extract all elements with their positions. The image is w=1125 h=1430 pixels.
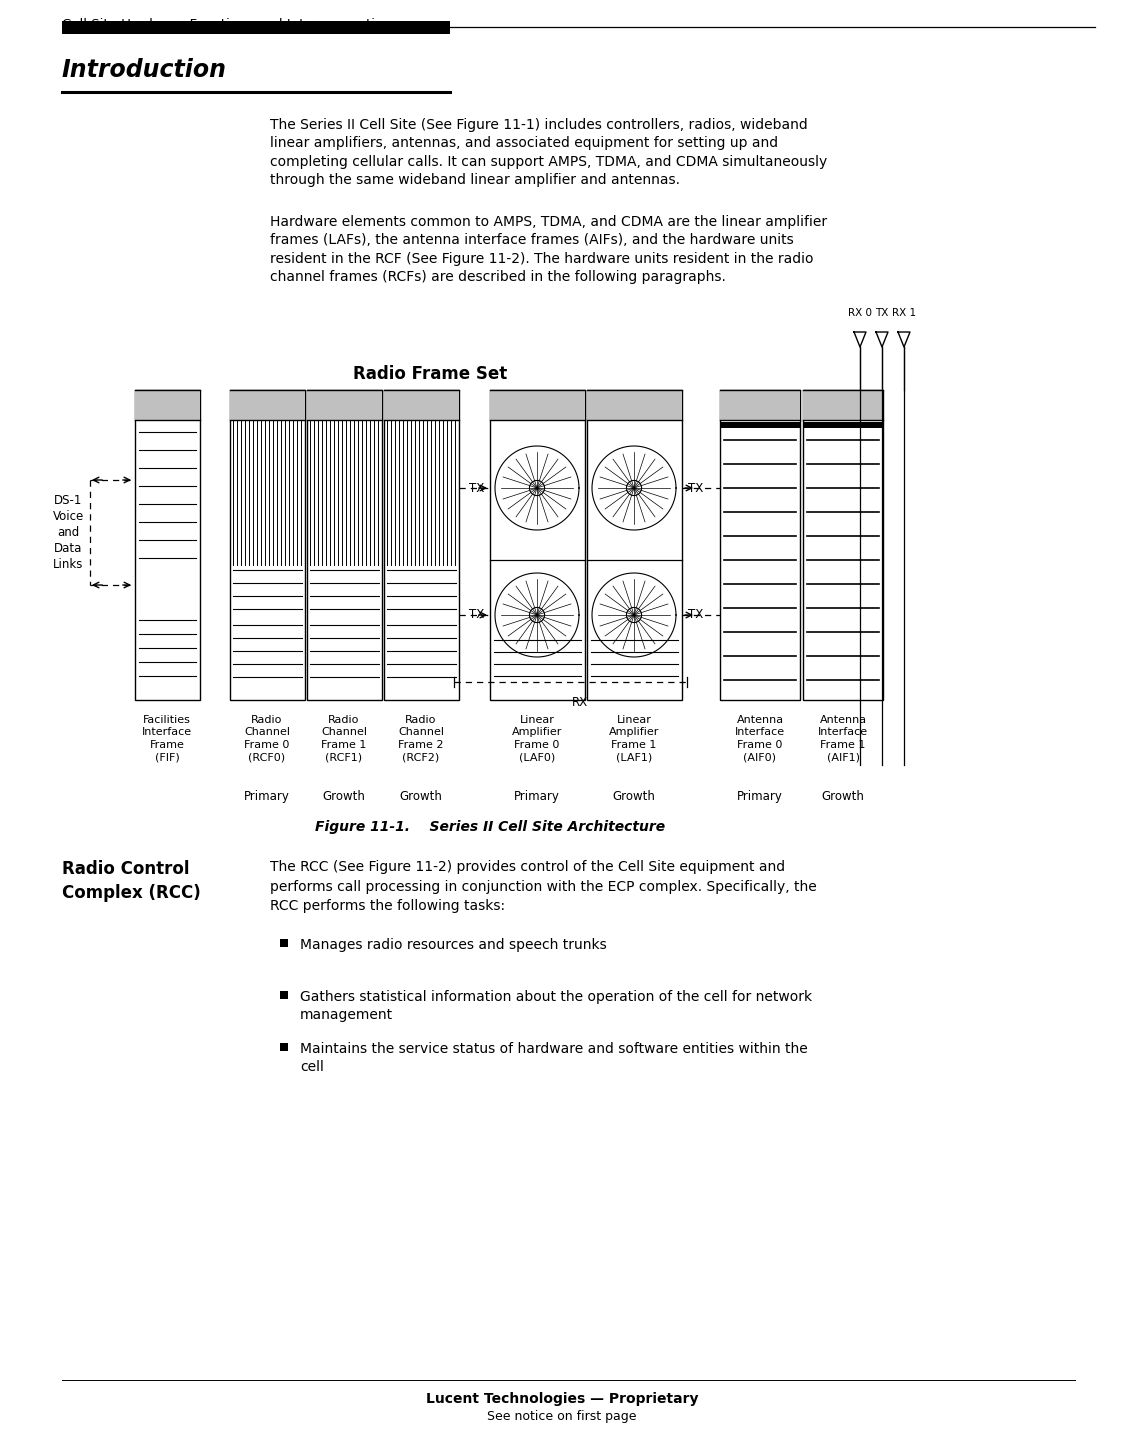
Text: Manages radio resources and speech trunks: Manages radio resources and speech trunk…: [300, 938, 606, 952]
Text: Radio
Channel
Frame 1
(RCF1): Radio Channel Frame 1 (RCF1): [321, 715, 367, 762]
Bar: [280, 991, 288, 1000]
Text: Primary: Primary: [514, 789, 560, 804]
Text: Radio Control
Complex (RCC): Radio Control Complex (RCC): [62, 859, 200, 901]
Bar: [587, 390, 682, 420]
Text: Growth: Growth: [399, 789, 442, 804]
Text: Radio
Channel
Frame 2
(RCF2): Radio Channel Frame 2 (RCF2): [398, 715, 444, 762]
Text: Growth: Growth: [821, 789, 864, 804]
Bar: [720, 390, 800, 420]
Text: See notice on first page: See notice on first page: [487, 1410, 637, 1423]
Bar: [490, 390, 585, 420]
Bar: [384, 390, 459, 701]
Bar: [307, 390, 382, 701]
Bar: [587, 390, 682, 701]
Text: RX 0: RX 0: [848, 307, 872, 317]
Text: The RCC (See Figure 11-2) provides control of the Cell Site equipment and
perfor: The RCC (See Figure 11-2) provides contr…: [270, 859, 817, 912]
Text: Radio Frame Set: Radio Frame Set: [353, 365, 507, 383]
Bar: [803, 422, 883, 428]
Text: Gathers statistical information about the operation of the cell for network
mana: Gathers statistical information about th…: [300, 990, 812, 1022]
Text: Figure 11-1.    Series II Cell Site Architecture: Figure 11-1. Series II Cell Site Archite…: [315, 819, 665, 834]
Text: Primary: Primary: [244, 789, 290, 804]
Bar: [280, 1042, 288, 1051]
Bar: [229, 390, 305, 420]
Bar: [720, 390, 800, 701]
Bar: [384, 390, 459, 420]
Text: The Series II Cell Site (See Figure 11-1) includes controllers, radios, wideband: The Series II Cell Site (See Figure 11-1…: [270, 119, 827, 187]
Text: RX 1: RX 1: [892, 307, 916, 317]
Text: TX: TX: [469, 609, 484, 622]
Text: Facilities
Interface
Frame
(FIF): Facilities Interface Frame (FIF): [142, 715, 192, 762]
Text: Antenna
Interface
Frame 0
(AIF0): Antenna Interface Frame 0 (AIF0): [735, 715, 785, 762]
Text: Primary: Primary: [737, 789, 783, 804]
Bar: [803, 390, 883, 420]
Bar: [135, 390, 200, 420]
Bar: [135, 390, 200, 701]
Bar: [229, 390, 305, 701]
Text: Linear
Amplifier
Frame 1
(LAF1): Linear Amplifier Frame 1 (LAF1): [609, 715, 659, 762]
Bar: [62, 21, 450, 34]
Text: Cell Site Hardware Functions and Interconnections: Cell Site Hardware Functions and Interco…: [62, 19, 398, 31]
Text: Lucent Technologies — Proprietary: Lucent Technologies — Proprietary: [425, 1391, 699, 1406]
Bar: [280, 940, 288, 947]
Text: Hardware elements common to AMPS, TDMA, and CDMA are the linear amplifier
frames: Hardware elements common to AMPS, TDMA, …: [270, 214, 827, 285]
Text: Antenna
Interface
Frame 1
(AIF1): Antenna Interface Frame 1 (AIF1): [818, 715, 868, 762]
Text: Growth: Growth: [612, 789, 656, 804]
Text: Radio
Channel
Frame 0
(RCF0): Radio Channel Frame 0 (RCF0): [244, 715, 290, 762]
Bar: [803, 390, 883, 701]
Text: TX: TX: [875, 307, 889, 317]
Bar: [720, 422, 800, 428]
Text: Introduction: Introduction: [62, 59, 227, 82]
Text: Linear
Amplifier
Frame 0
(LAF0): Linear Amplifier Frame 0 (LAF0): [512, 715, 562, 762]
Bar: [490, 390, 585, 701]
Text: TX: TX: [469, 482, 484, 495]
Text: TX: TX: [688, 609, 703, 622]
Text: DS-1
Voice
and
Data
Links: DS-1 Voice and Data Links: [53, 493, 84, 571]
Text: Growth: Growth: [323, 789, 366, 804]
Text: Maintains the service status of hardware and software entities within the
cell: Maintains the service status of hardware…: [300, 1042, 808, 1074]
Text: RX: RX: [572, 696, 588, 709]
Text: TX: TX: [688, 482, 703, 495]
Bar: [307, 390, 382, 420]
